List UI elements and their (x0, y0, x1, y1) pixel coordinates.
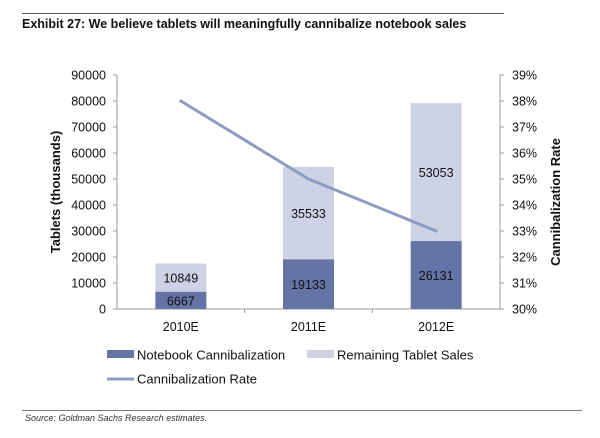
bar-data-label: 6667 (167, 294, 195, 308)
legend-label-cannibalization-rate: Cannibalization Rate (137, 372, 257, 387)
legend-swatch-remaining-tablet-sales (307, 350, 334, 358)
right-tick-label: 31% (512, 277, 537, 291)
right-axis-title: Cannibalization Rate (548, 138, 563, 266)
bar-data-label: 35533 (291, 207, 326, 221)
left-tick-label: 30000 (71, 225, 106, 239)
left-axis-title: Tablets (thousands) (48, 131, 63, 254)
bar-data-label: 26131 (419, 269, 454, 283)
bar-data-label: 10849 (163, 272, 198, 286)
x-tick-label: 2010E (163, 320, 199, 334)
bar-notebook-cannibalization (283, 259, 334, 309)
bar-remaining-tablet-sales (410, 103, 462, 242)
bar-notebook-cannibalization (155, 291, 207, 309)
right-tick-label: 32% (512, 251, 537, 265)
right-tick-label: 37% (512, 121, 537, 135)
right-tick-label: 39% (512, 69, 537, 83)
left-tick-label: 10000 (71, 277, 106, 291)
bar-data-label: 19133 (291, 278, 326, 292)
right-tick-label: 36% (512, 147, 537, 161)
bar-remaining-tablet-sales (155, 263, 207, 292)
x-tick-label: 2011E (291, 320, 326, 334)
right-tick-label: 30% (512, 303, 537, 317)
left-tick-label: 20000 (71, 251, 106, 265)
legend-swatch-notebook-cannibalization (107, 350, 134, 358)
legend-label-notebook-cannibalization: Notebook Cannibalization (137, 348, 285, 363)
left-tick-label: 90000 (71, 69, 106, 83)
bar-data-label: 53053 (419, 166, 454, 180)
left-tick-label: 40000 (71, 199, 106, 213)
right-tick-label: 33% (512, 225, 537, 239)
top-rule (22, 13, 504, 14)
x-tick-label: 2012E (418, 320, 454, 334)
left-tick-label: 50000 (71, 173, 106, 187)
bottom-rule (22, 410, 582, 411)
left-tick-label: 0 (99, 303, 106, 317)
right-tick-label: 38% (512, 95, 537, 109)
right-tick-label: 35% (512, 173, 537, 187)
left-tick-label: 60000 (71, 147, 106, 161)
bar-notebook-cannibalization (410, 241, 462, 309)
left-tick-label: 70000 (71, 121, 106, 135)
right-tick-label: 34% (512, 199, 537, 213)
source-note: Source: Goldman Sachs Research estimates… (25, 413, 208, 423)
left-tick-label: 80000 (71, 95, 106, 109)
bar-remaining-tablet-sales (283, 166, 334, 260)
exhibit-title: Exhibit 27: We believe tablets will mean… (22, 17, 467, 31)
legend-label-remaining-tablet-sales: Remaining Tablet Sales (337, 348, 474, 363)
